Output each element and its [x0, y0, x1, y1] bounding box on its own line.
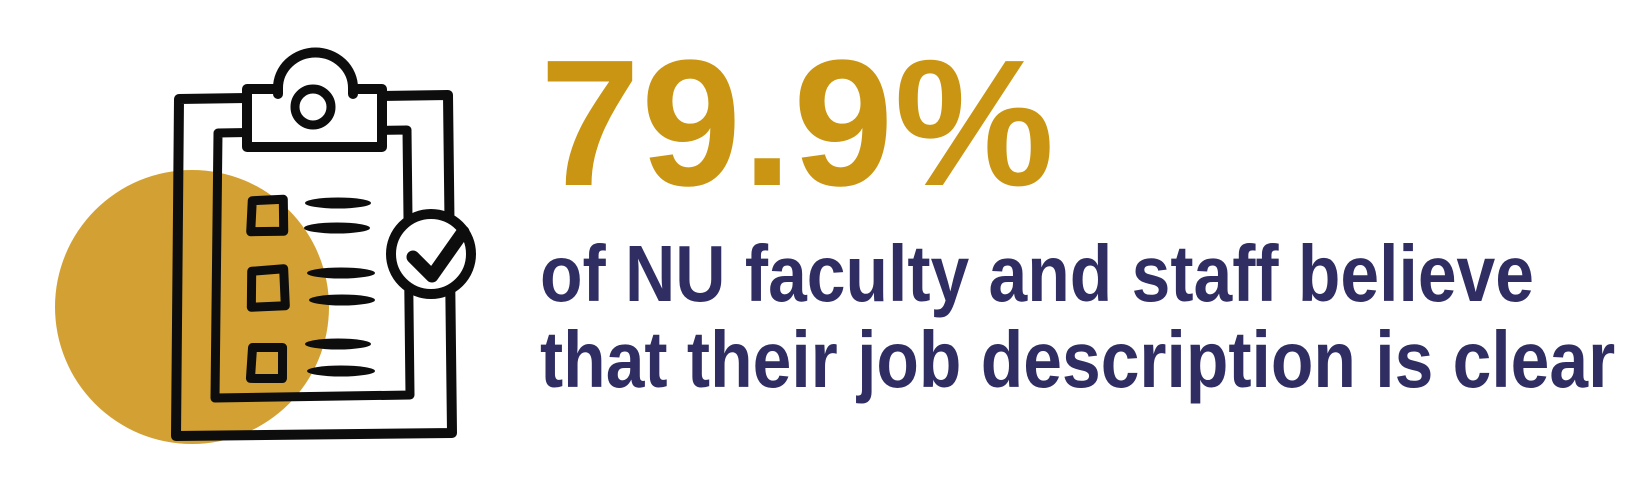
checkbox	[245, 342, 288, 384]
list-line	[307, 267, 375, 279]
checkbox	[246, 264, 290, 312]
stat-description: of NU faculty and staff believe that the…	[540, 231, 1615, 403]
list-line	[309, 294, 375, 306]
list-line	[305, 338, 371, 350]
clipboard-checklist-svg	[55, 47, 476, 444]
checkmark-icon	[406, 225, 470, 283]
clipboard-clip-bump	[273, 47, 358, 99]
stat-description-line2: that their job description is clear	[540, 315, 1616, 404]
checkbox	[246, 194, 289, 237]
stat-description-line1: of NU faculty and staff believe	[540, 229, 1534, 318]
checkmark-circle-icon	[386, 209, 476, 299]
list-line	[304, 222, 370, 234]
clip-hole-icon	[290, 84, 336, 130]
stat-value: 79.9%	[540, 23, 1056, 224]
list-line	[307, 365, 375, 377]
clipboard-checklist-icon	[0, 0, 500, 500]
list-line	[305, 197, 371, 209]
